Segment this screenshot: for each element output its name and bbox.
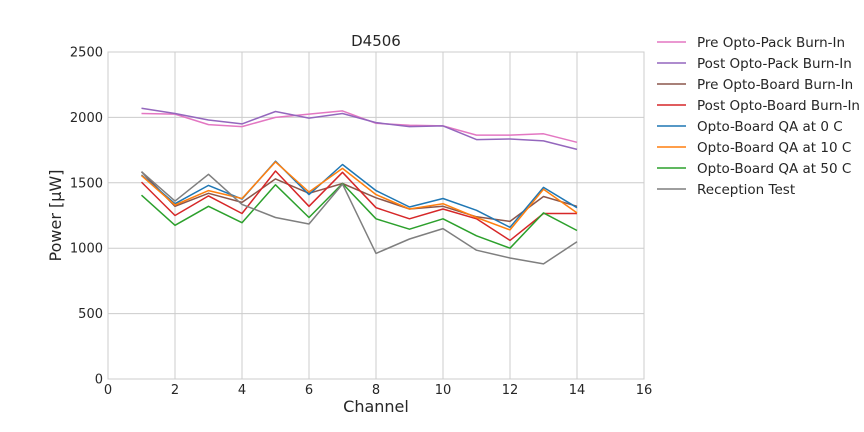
- y-tick-label: 2000: [70, 111, 103, 126]
- x-tick-label: 2: [171, 383, 179, 398]
- plot-frame: [107, 51, 645, 380]
- x-tick-label: 14: [569, 383, 586, 398]
- legend-item: Opto-Board QA at 10 C: [657, 140, 851, 156]
- series-line-5: [141, 160, 578, 229]
- x-tick-label: 16: [636, 383, 653, 398]
- legend-label: Reception Test: [697, 182, 795, 198]
- legend-label: Pre Opto-Pack Burn-In: [697, 35, 845, 51]
- legend-label: Opto-Board QA at 50 C: [697, 161, 851, 177]
- legend-label: Post Opto-Board Burn-In: [697, 98, 860, 114]
- y-tick-label: 1000: [70, 242, 103, 257]
- legend-item: Opto-Board QA at 0 C: [657, 119, 843, 135]
- legend-item: Pre Opto-Pack Burn-In: [657, 35, 845, 51]
- series-line-1: [141, 110, 578, 144]
- legend-item: Post Opto-Pack Burn-In: [657, 56, 852, 72]
- legend-label: Opto-Board QA at 0 C: [697, 119, 843, 135]
- y-tick-label: 2500: [70, 46, 103, 61]
- legend-label: Post Opto-Pack Burn-In: [697, 56, 852, 72]
- legend-item: Opto-Board QA at 50 C: [657, 161, 851, 177]
- tick-labels: 0 2 4 6 8 10 12 14 16 0 500 1000 1500 2000 2500: [70, 46, 652, 399]
- legend: Pre Opto-Pack Burn-In Post Opto-Pack Burn…: [657, 35, 860, 198]
- legend-item: Reception Test: [657, 182, 795, 198]
- series-line-8: [141, 171, 578, 265]
- series-line-6: [141, 161, 578, 231]
- x-tick-label: 10: [435, 383, 452, 398]
- y-tick-label: 0: [95, 373, 103, 388]
- x-tick-label: 6: [305, 383, 313, 398]
- legend-item: Pre Opto-Board Burn-In: [657, 77, 853, 93]
- legend-label: Opto-Board QA at 10 C: [697, 140, 851, 156]
- y-tick-label: 1500: [70, 176, 103, 191]
- chart-title: D4506: [351, 32, 401, 50]
- y-tick-label: 500: [78, 307, 103, 322]
- x-tick-label: 4: [238, 383, 246, 398]
- series-line-7: [140, 182, 578, 249]
- series-line-4: [140, 170, 577, 242]
- x-tick-label: 0: [104, 383, 112, 398]
- series-line-2: [141, 107, 578, 151]
- legend-label: Pre Opto-Board Burn-In: [697, 77, 853, 93]
- x-tick-label: 12: [502, 383, 519, 398]
- legend-item: Post Opto-Board Burn-In: [657, 98, 860, 114]
- x-tick-label: 8: [372, 383, 380, 398]
- y-axis-label: Power [μW]: [46, 170, 65, 262]
- series-lines: [140, 107, 578, 265]
- x-axis-label: Channel: [343, 397, 409, 416]
